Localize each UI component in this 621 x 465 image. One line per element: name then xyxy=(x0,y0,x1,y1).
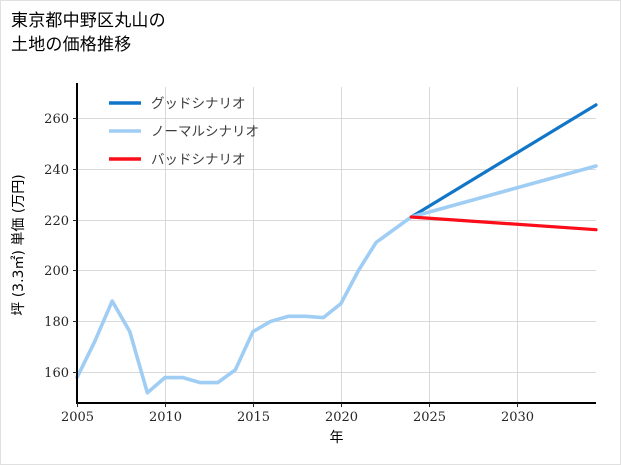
y-tick-label: 180 xyxy=(44,315,69,330)
series-line-2 xyxy=(409,215,598,232)
y-tick-label: 200 xyxy=(44,264,69,279)
legend-label-1: ノーマルシナリオ xyxy=(151,124,259,140)
y-axis-title: 坪 (3.3㎡) 単価 (万円) xyxy=(11,174,27,315)
y-tick-label: 160 xyxy=(44,366,69,381)
y-tick-label: 240 xyxy=(44,163,69,178)
x-tick-label: 2030 xyxy=(501,410,534,425)
y-axis-ticks: 160 180 200 220 240 260 xyxy=(44,112,77,381)
series-line-0 xyxy=(409,103,598,219)
series-group xyxy=(75,103,598,395)
axis-spines xyxy=(75,83,596,405)
x-tick-label: 2020 xyxy=(325,410,358,425)
legend-label-0: グッドシナリオ xyxy=(151,96,246,112)
y-tick-label: 260 xyxy=(44,112,69,127)
x-tick-label: 2005 xyxy=(61,410,94,425)
x-axis-ticks: 2005 2010 2015 2020 2025 2030 xyxy=(61,403,534,425)
x-tick-label: 2025 xyxy=(413,410,446,425)
series-line-1 xyxy=(75,164,598,395)
page-title: 東京都中野区丸山の 土地の価格推移 xyxy=(11,11,166,56)
x-tick-label: 2010 xyxy=(149,410,182,425)
legend-label-2: バッドシナリオ xyxy=(151,152,246,168)
x-tick-label: 2015 xyxy=(237,410,270,425)
x-axis-title: 年 xyxy=(330,430,344,446)
y-tick-label: 220 xyxy=(44,214,69,229)
